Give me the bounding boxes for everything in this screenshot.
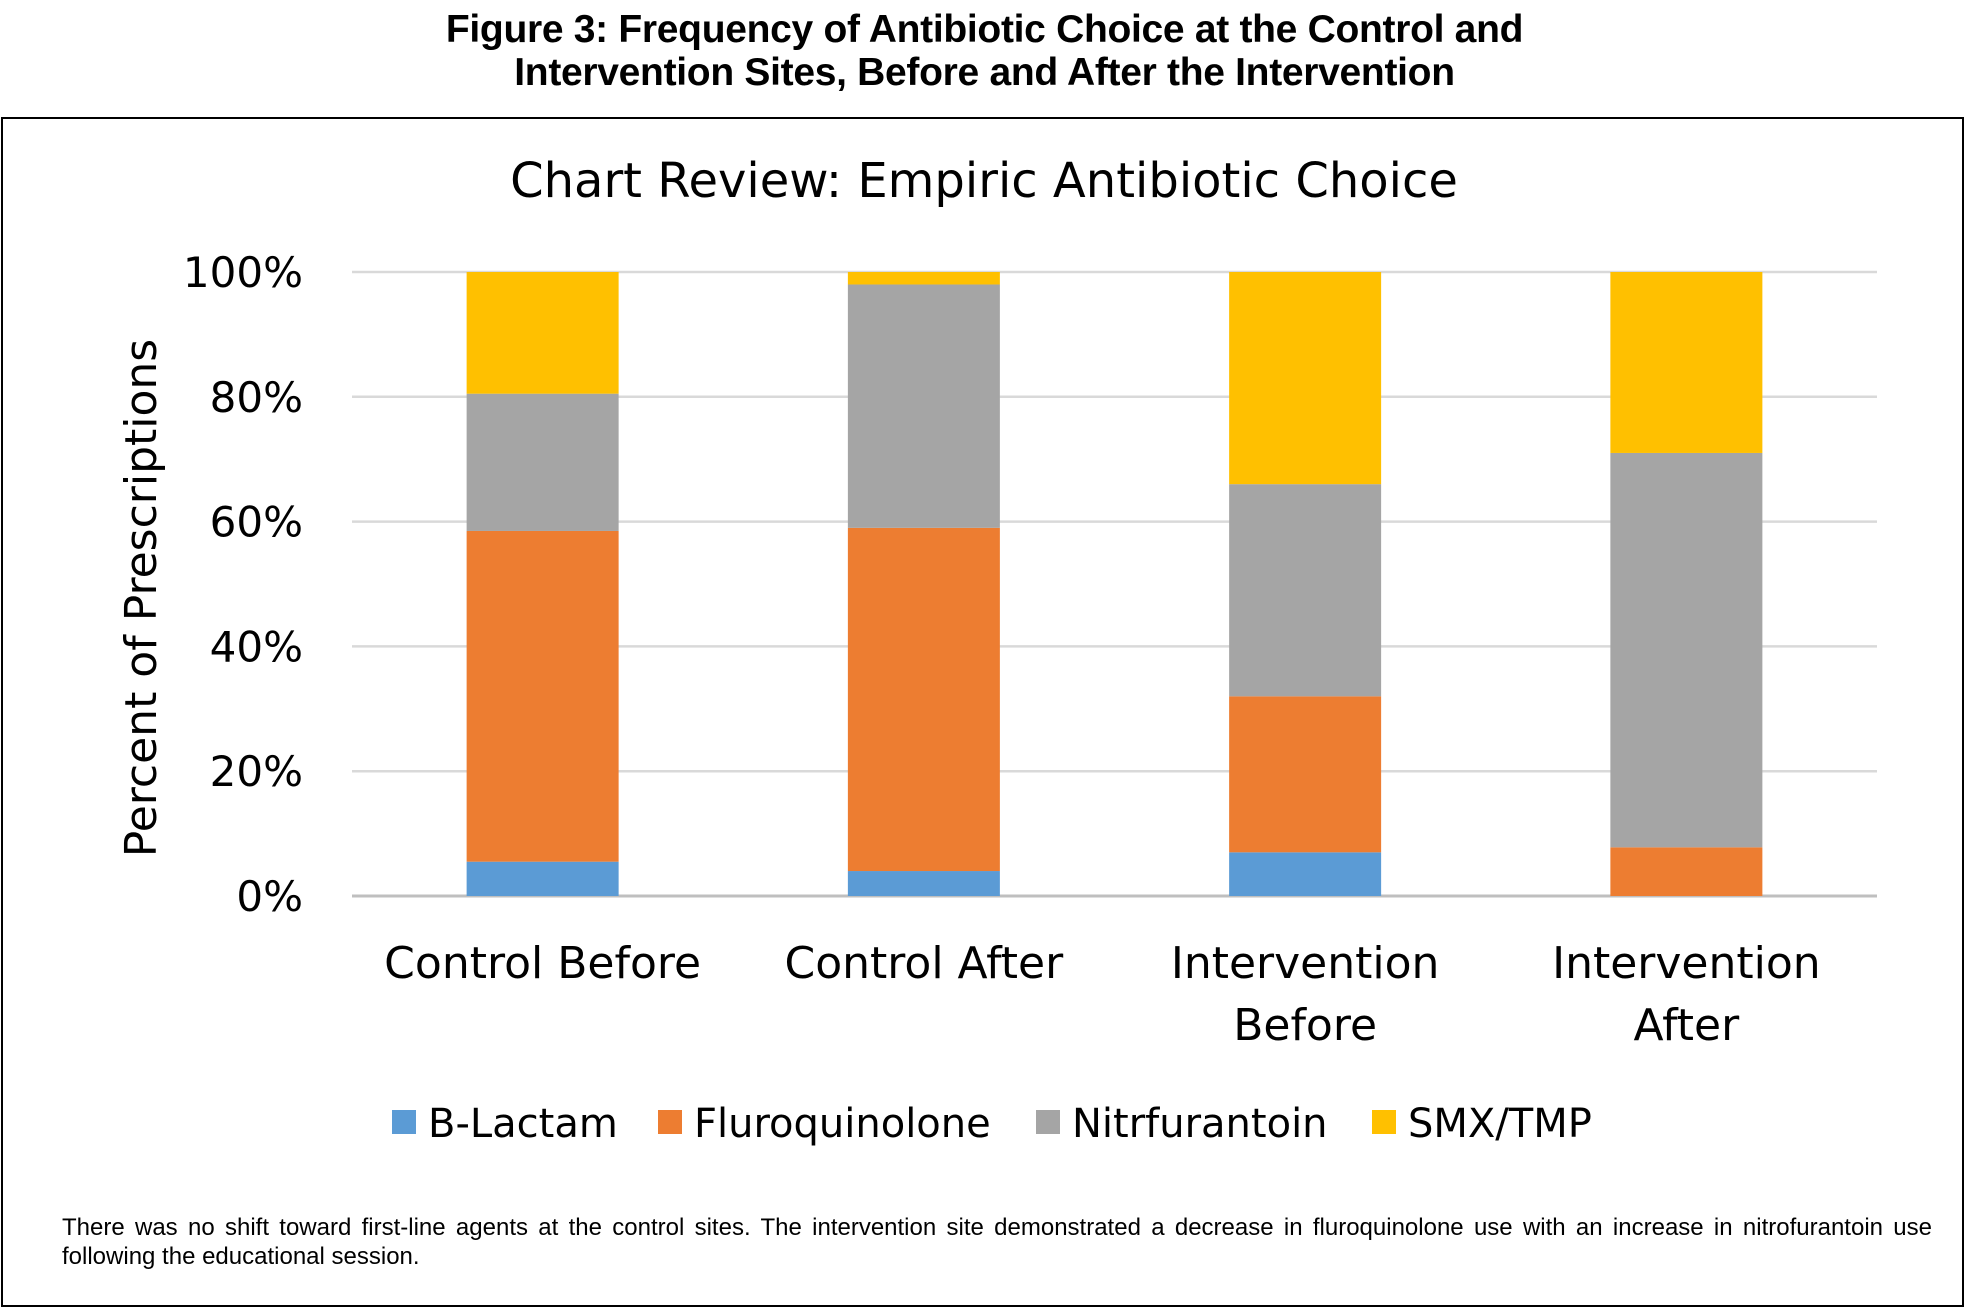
x-tick-label: Intervention [1171, 938, 1440, 989]
chart-title: Chart Review: Empiric Antibiotic Choice [510, 153, 1458, 209]
x-tick-label: Control After [785, 938, 1065, 989]
y-tick-label: 0% [236, 872, 303, 921]
bar-segment [466, 393, 619, 531]
bar-segment [1610, 272, 1763, 453]
bar-segment [847, 871, 1000, 896]
bar-segment [466, 530, 619, 862]
legend-label: B-Lactam [428, 1101, 618, 1147]
bar-segment [847, 284, 1000, 528]
bar-segment [466, 861, 619, 896]
figure-heading: Figure 3: Frequency of Antibiotic Choice… [0, 8, 1969, 94]
bar-segment [1610, 847, 1763, 896]
bar-segment [1610, 452, 1763, 848]
legend-swatch [392, 1110, 416, 1134]
y-tick-label: 80% [210, 373, 303, 422]
bar-segment [1229, 696, 1382, 853]
bar-segment [847, 527, 1000, 872]
bar-segment [1229, 484, 1382, 697]
x-tick-label: Before [1233, 1000, 1377, 1051]
x-tick-label: Intervention [1552, 938, 1821, 989]
legend-label: SMX/TMP [1408, 1101, 1592, 1147]
legend-label: Nitrfurantoin [1072, 1101, 1328, 1147]
figure-heading-line-1: Figure 3: Frequency of Antibiotic Choice… [445, 8, 1524, 51]
figure-frame [1, 117, 1964, 1307]
legend-swatch [1036, 1110, 1060, 1134]
figure-caption: There was no shift toward first-line age… [62, 1214, 1932, 1270]
bar-segment [466, 272, 619, 394]
x-tick-label: After [1634, 1000, 1741, 1051]
y-tick-label: 40% [210, 622, 303, 671]
y-tick-label: 100% [183, 248, 303, 297]
legend-label: Fluroquinolone [694, 1101, 991, 1147]
bar-segment [847, 272, 1000, 285]
legend-swatch [1372, 1110, 1396, 1134]
y-tick-label: 20% [210, 747, 303, 796]
y-tick-label: 60% [210, 498, 303, 547]
y-axis-title: Percent of Prescriptions [116, 339, 167, 857]
legend-swatch [658, 1110, 682, 1134]
bar-segment [1229, 852, 1382, 896]
x-tick-label: Control Before [384, 938, 701, 989]
figure-heading-line-2: Intervention Sites, Before and After the… [514, 51, 1455, 94]
bar-segment [1229, 272, 1382, 485]
